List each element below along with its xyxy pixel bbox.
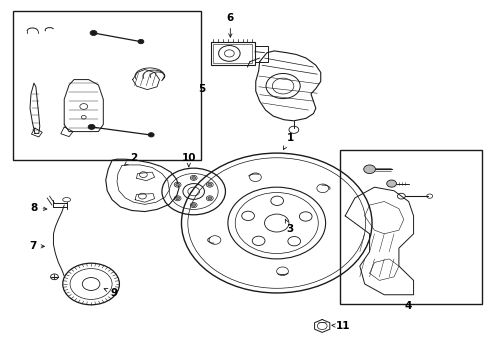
- Text: 3: 3: [285, 219, 294, 234]
- Text: 9: 9: [104, 288, 118, 298]
- Text: 8: 8: [30, 203, 47, 213]
- Bar: [255, 45, 269, 62]
- Bar: [213, 44, 252, 63]
- Text: 7: 7: [29, 241, 45, 251]
- Circle shape: [138, 40, 144, 44]
- Text: 10: 10: [182, 153, 196, 167]
- Text: 5: 5: [198, 84, 205, 94]
- Text: 1: 1: [284, 133, 294, 149]
- Circle shape: [148, 133, 154, 137]
- Bar: [211, 42, 255, 65]
- Bar: [340, 149, 482, 304]
- Circle shape: [90, 31, 97, 36]
- Circle shape: [208, 197, 212, 200]
- Text: 11: 11: [332, 321, 350, 331]
- Circle shape: [364, 165, 375, 174]
- Bar: [13, 12, 201, 160]
- Text: 4: 4: [405, 301, 413, 311]
- Circle shape: [175, 197, 179, 200]
- Circle shape: [192, 176, 196, 179]
- Circle shape: [208, 183, 212, 186]
- Text: 2: 2: [124, 153, 137, 165]
- Circle shape: [175, 183, 179, 186]
- Text: 6: 6: [227, 13, 234, 37]
- Circle shape: [192, 204, 196, 207]
- Circle shape: [387, 180, 396, 187]
- Circle shape: [88, 125, 95, 130]
